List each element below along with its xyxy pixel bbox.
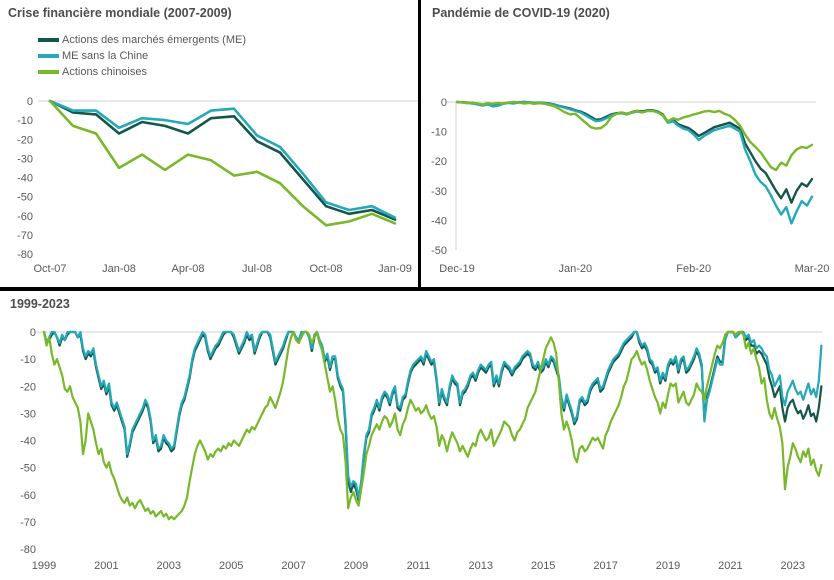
longrun-x-tick-label: 2001 (94, 560, 118, 572)
crisis-y-tick-label: -80 (17, 249, 33, 261)
longrun-x-tick-label: 2013 (469, 560, 493, 572)
longrun-x-tick-label: 2017 (593, 560, 617, 572)
panel-divider-vertical (418, 0, 421, 288)
legend-item-me: Actions des marchés émergents (ME) (38, 32, 246, 48)
covid-y-tick-label: -30 (431, 186, 447, 198)
longrun-x-tick-label: 2019 (656, 560, 680, 572)
crisis-x-tick-label: Jan-09 (378, 263, 412, 275)
crisis-y-tick-label: -20 (17, 134, 33, 146)
longrun-x-tick-label: 2011 (407, 560, 431, 572)
covid-title: Pandémie de COVID-19 (2020) (432, 6, 610, 20)
line-swatch-china-icon (38, 70, 59, 74)
crisis-y-tick-label: -50 (17, 192, 33, 204)
longrun-x-tick-label: 2005 (219, 560, 243, 572)
legend-label-me-ex-china: ME sans la Chine (62, 50, 149, 62)
crisis-title: Crise financière mondiale (2007-2009) (8, 6, 232, 20)
longrun-x-tick-label: 2023 (781, 560, 805, 572)
longrun-y-tick-label: -10 (20, 354, 36, 366)
covid-y-tick-label: -20 (431, 156, 447, 168)
crisis-y-tick-label: -60 (17, 211, 33, 223)
covid-x-tick-label: Dec-19 (439, 263, 474, 275)
longrun-y-tick-label: -20 (20, 381, 36, 393)
legend-item-china: Actions chinoises (38, 64, 246, 80)
crisis-y-tick-label: -30 (17, 153, 33, 165)
crisis-series-line-china (48, 99, 397, 227)
crisis-y-tick-label: -40 (17, 173, 33, 185)
crisis-series-line-me (48, 99, 397, 221)
covid-y-tick-label: -10 (431, 127, 447, 139)
crisis-x-tick-label: Apr-08 (171, 263, 204, 275)
longrun-series-line-china (42, 330, 823, 521)
longrun-x-tick-label: 2007 (281, 560, 305, 572)
longrun-x-tick-label: 2009 (344, 560, 368, 572)
panel-divider-horizontal (0, 287, 834, 291)
covid-y-tick-label: 0 (441, 97, 447, 109)
covid-y-tick-label: -50 (431, 245, 447, 257)
covid-series-line-china (455, 100, 814, 172)
longrun-y-tick-label: -40 (20, 436, 36, 448)
legend-label-me: Actions des marchés émergents (ME) (62, 34, 247, 46)
longrun-y-tick-label: 0 (30, 327, 36, 339)
longrun-y-tick-label: -70 (20, 517, 36, 529)
longrun-y-tick-label: -80 (20, 544, 36, 556)
longrun-series-line-me (42, 330, 823, 502)
longrun-x-tick-label: 1999 (32, 560, 56, 572)
covid-series-line-me (455, 100, 814, 204)
crisis-y-tick-label: 0 (27, 96, 33, 108)
legend-label-china: Actions chinoises (62, 66, 147, 78)
crisis-y-tick-label: -10 (17, 115, 33, 127)
crisis-x-tick-label: Oct-08 (309, 263, 342, 275)
longrun-x-tick-label: 2003 (157, 560, 181, 572)
crisis-x-tick-label: Oct-07 (33, 263, 66, 275)
line-swatch-me-ex-china-icon (38, 54, 59, 58)
legend-item-me-ex-china: ME sans la Chine (38, 48, 246, 64)
covid-x-tick-label: Feb-20 (676, 263, 711, 275)
covid-x-tick-label: Mar-20 (795, 263, 830, 275)
longrun-title: 1999-2023 (10, 297, 70, 311)
covid-y-tick-label: -40 (431, 215, 447, 227)
line-swatch-me-icon (38, 38, 59, 42)
crisis-x-tick-label: Jul-08 (242, 263, 272, 275)
covid-series-line-me_ex_china (455, 100, 814, 225)
longrun-chart: 0 -10 -20 -30 -40 -50 -60 -70 -80 1999 2001 2003 200… (20, 327, 823, 572)
crisis-x-tick-label: Jan-08 (102, 263, 136, 275)
longrun-y-tick-label: -50 (20, 463, 36, 475)
covid-x-tick-label: Jan-20 (559, 263, 593, 275)
covid-chart: 0 -10 -20 -30 -40 -50 Dec-19 Jan-20 Feb-20 Mar-20 (431, 97, 829, 275)
legend: Actions des marchés émergents (ME) ME sa… (38, 32, 246, 80)
longrun-x-tick-label: 2015 (531, 560, 555, 572)
longrun-x-tick-label: 2021 (718, 560, 742, 572)
crisis-y-tick-label: -70 (17, 230, 33, 242)
longrun-series-line-me_ex_china (42, 330, 823, 499)
crisis-series-line-me_ex_china (48, 99, 397, 219)
longrun-y-tick-label: -60 (20, 490, 36, 502)
longrun-y-tick-label: -30 (20, 408, 36, 420)
